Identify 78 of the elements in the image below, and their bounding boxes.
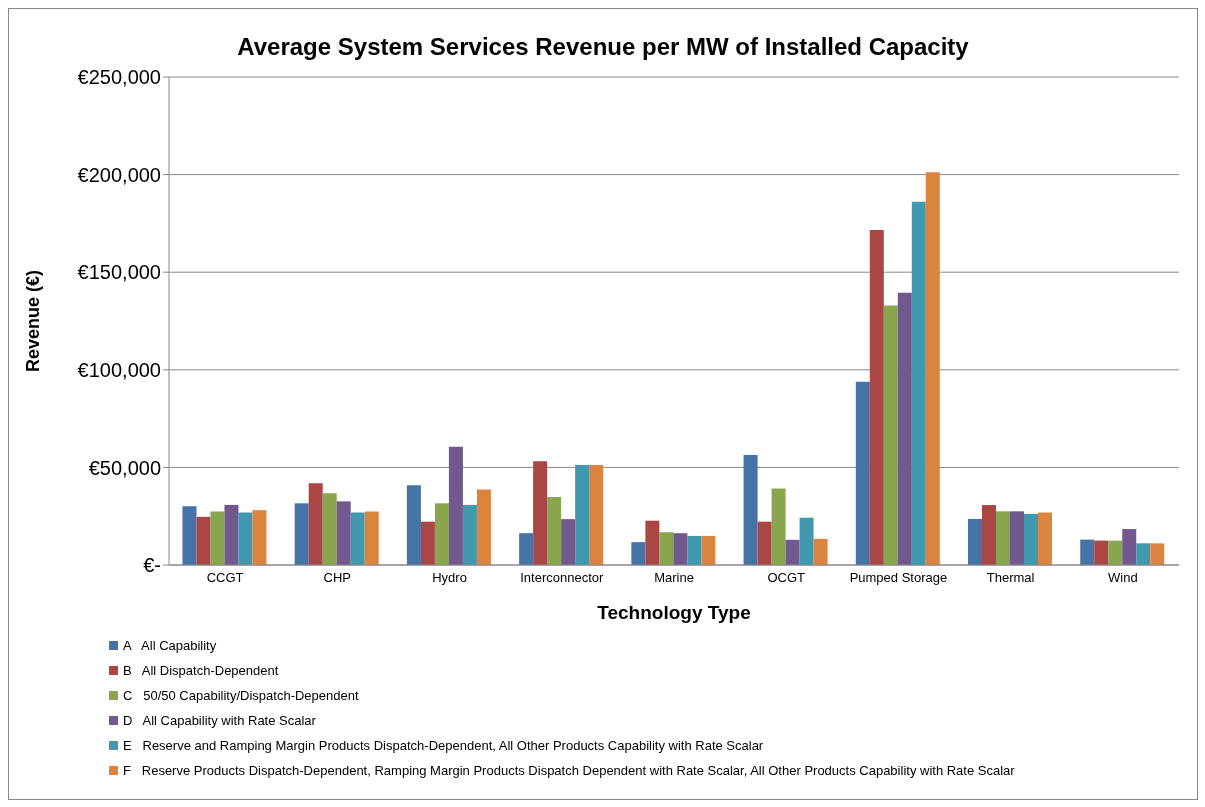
x-tick-label: Marine — [654, 570, 694, 586]
bar — [1024, 513, 1039, 565]
bar — [1150, 543, 1165, 565]
chart-title: Average System Services Revenue per MW of Installed Capacity — [236, 33, 970, 62]
y-tick-label: €250,000 — [77, 66, 161, 89]
bar — [645, 520, 660, 565]
y-tick-label: €- — [143, 554, 161, 577]
bar — [252, 510, 267, 565]
bar — [350, 512, 365, 565]
bar — [210, 511, 225, 565]
y-tick-label: €150,000 — [77, 261, 161, 284]
bar — [519, 533, 534, 565]
x-tick-label: CCGT — [206, 570, 244, 586]
bar — [911, 201, 926, 565]
legend-label: F Reserve Products Dispatch-Dependent, Ramping Margin Products Dispatch Dependent with Rate Scalar, All Other Products Capability with Rate Scalar — [123, 762, 1015, 780]
bar — [701, 535, 716, 565]
bar — [982, 505, 997, 565]
x-tick-label: CHP — [323, 570, 352, 586]
bar — [799, 517, 814, 565]
legend-label: B All Dispatch-Dependent — [123, 662, 279, 680]
bar — [855, 381, 870, 565]
bar — [462, 504, 477, 565]
bar — [406, 485, 421, 565]
bar — [673, 533, 688, 565]
bar — [364, 511, 379, 565]
legend-label: C 50/50 Capability/Dispatch-Dependent — [123, 687, 359, 705]
bar — [1010, 511, 1025, 565]
bar — [476, 489, 491, 565]
x-tick-label: Pumped Storage — [849, 570, 948, 586]
bar — [925, 172, 940, 565]
bar — [182, 506, 197, 565]
bar — [589, 465, 604, 565]
bar — [659, 532, 674, 565]
y-tick-label: €200,000 — [77, 163, 161, 186]
bar — [294, 503, 309, 565]
bar — [757, 521, 772, 565]
legend-label: A All Capability — [123, 637, 217, 655]
bar — [448, 446, 463, 565]
legend-label: D All Capability with Rate Scalar — [123, 712, 316, 730]
y-tick-label: €50,000 — [88, 456, 161, 479]
x-tick-label: OCGT — [767, 570, 806, 586]
bar — [1108, 540, 1123, 565]
bar — [336, 501, 351, 565]
bar — [533, 461, 548, 565]
bar — [743, 454, 758, 565]
bar — [996, 511, 1011, 565]
bar — [813, 538, 828, 565]
bar — [1038, 512, 1053, 565]
bar — [883, 305, 898, 565]
bar — [224, 504, 239, 565]
bar — [575, 465, 590, 565]
bar — [687, 535, 702, 565]
legend-label: E Reserve and Ramping Margin Products Dispatch-Dependent, All Other Products Capability with Rate Scalar — [123, 737, 764, 755]
bar — [196, 516, 211, 565]
bar — [322, 493, 337, 565]
bar — [1094, 540, 1109, 565]
x-tick-label: Wind — [1108, 570, 1138, 586]
x-tick-label: Interconnector — [520, 570, 604, 586]
bar — [434, 503, 449, 565]
bar — [1136, 543, 1151, 565]
bar — [1122, 529, 1137, 565]
bar — [238, 512, 253, 565]
x-tick-label: Thermal — [986, 570, 1035, 586]
bar — [547, 497, 562, 565]
bar — [869, 230, 884, 565]
x-axis-title: Technology Type — [597, 602, 751, 623]
y-tick-label: €100,000 — [77, 358, 161, 381]
bar — [631, 542, 646, 565]
bar — [561, 519, 576, 565]
bar — [420, 521, 435, 565]
bar — [968, 518, 983, 565]
bar — [785, 539, 800, 565]
bar — [771, 488, 786, 565]
bar — [308, 483, 323, 565]
y-axis-title: Revenue (€) — [23, 269, 44, 373]
bar — [1080, 539, 1095, 565]
bar — [897, 292, 912, 565]
x-tick-label: Hydro — [432, 570, 467, 586]
